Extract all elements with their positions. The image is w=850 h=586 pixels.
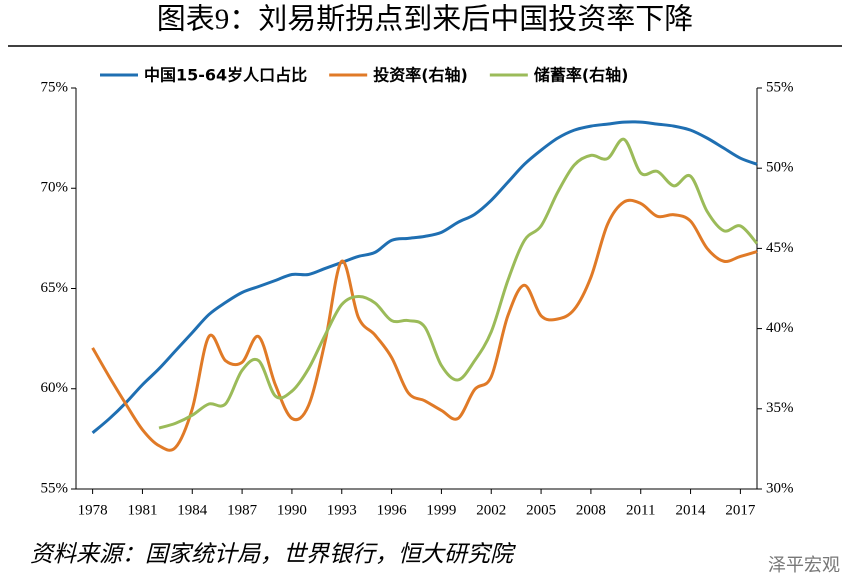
x-tick-label: 2005: [526, 502, 556, 518]
series-line: [158, 137, 759, 430]
series-line: [91, 198, 758, 452]
x-tick-label: 2014: [676, 502, 707, 518]
source: 资料来源：国家统计局，世界银行，恒大研究院: [30, 541, 516, 566]
legend-label: 中国15-64岁人口占比: [144, 66, 307, 85]
y2-tick-label: 45%: [766, 240, 794, 256]
x-tick-label: 1978: [78, 502, 108, 518]
x-tick-label: 2008: [576, 502, 606, 518]
x-tick-label: 1996: [377, 502, 408, 518]
y-tick-label: 75%: [41, 79, 69, 95]
y2-tick-label: 35%: [766, 400, 794, 416]
x-tick-label: 2017: [725, 502, 756, 518]
y2-tick-label: 55%: [766, 79, 794, 95]
x-tick-label: 1981: [127, 502, 157, 518]
x-tick-label: 1987: [227, 502, 258, 518]
legend-label: 储蓄率(右轴): [533, 66, 629, 85]
y-tick-label: 65%: [41, 280, 69, 296]
y2-tick-label: 30%: [766, 480, 794, 496]
x-tick-label: 2002: [476, 502, 506, 518]
y-tick-label: 70%: [41, 180, 69, 196]
watermark: 泽平宏观: [768, 555, 840, 576]
x-tick-label: 2011: [626, 502, 655, 518]
y-tick-label: 60%: [41, 380, 69, 396]
x-tick-label: 1984: [177, 502, 208, 518]
x-tick-label: 1993: [327, 502, 357, 518]
chart-title: 图表9：刘易斯拐点到来后中国投资率下降: [157, 3, 694, 36]
x-tick-label: 1990: [277, 502, 307, 518]
legend-label: 投资率(右轴): [373, 66, 468, 85]
y2-tick-label: 50%: [766, 160, 794, 176]
series-line: [91, 120, 758, 435]
y2-tick-label: 40%: [766, 320, 794, 336]
y-tick-label: 55%: [41, 480, 69, 496]
x-tick-label: 1999: [426, 502, 456, 518]
